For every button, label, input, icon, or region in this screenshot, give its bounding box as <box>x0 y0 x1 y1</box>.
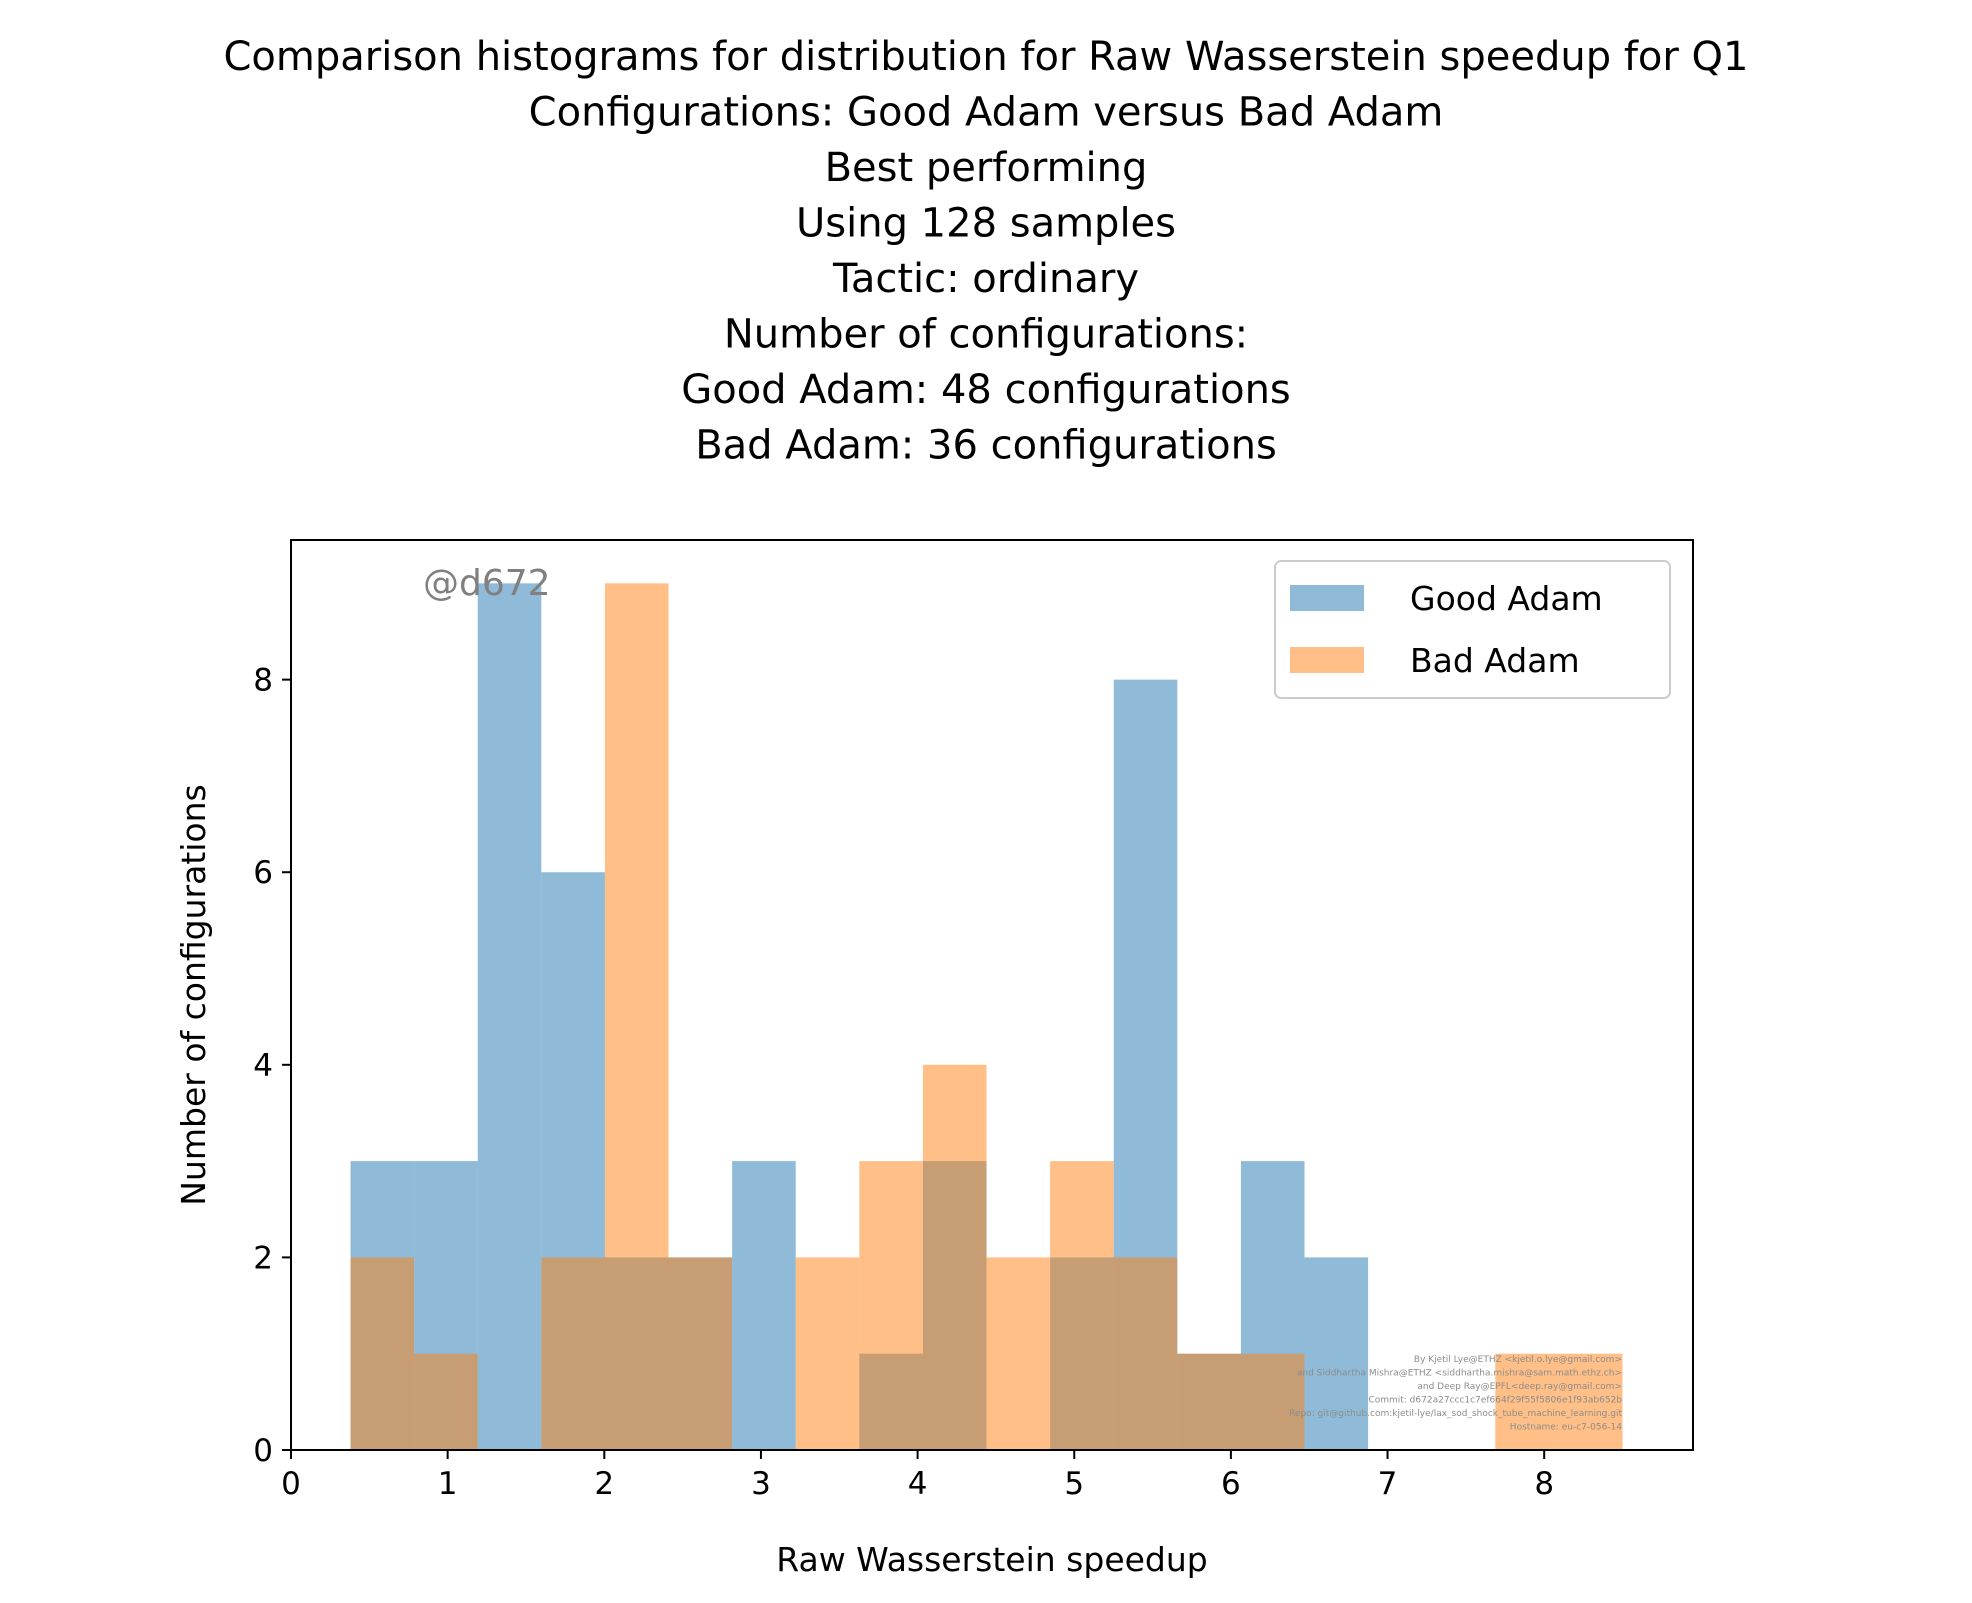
histogram-bar <box>350 1257 415 1450</box>
legend-swatch <box>1290 585 1364 611</box>
credit-line: Hostname: eu-c7-056-14 <box>1510 1423 1622 1433</box>
histogram-bar <box>668 1257 733 1450</box>
title-line: Number of configurations: <box>724 312 1248 358</box>
title-line: Bad Adam: 36 configurations <box>695 423 1277 469</box>
histogram-bar <box>1177 1353 1241 1450</box>
y-tick-label: 0 <box>253 1433 273 1469</box>
x-tick-label: 7 <box>1378 1466 1398 1502</box>
histogram-bar <box>414 1353 478 1450</box>
x-tick-label: 6 <box>1221 1466 1241 1502</box>
y-tick-label: 6 <box>253 855 273 891</box>
y-tick-label: 4 <box>253 1048 273 1084</box>
y-axis-label: Number of configurations <box>174 784 213 1205</box>
title-line: Comparison histograms for distribution f… <box>224 34 1749 80</box>
y-tick-label: 2 <box>253 1240 273 1276</box>
credit-line: By Kjetil Lye@ETHZ <kjetil.o.lye@gmail.c… <box>1414 1355 1622 1365</box>
legend-label: Good Adam <box>1410 579 1603 618</box>
legend-frame <box>1274 560 1671 699</box>
title-line: Tactic: ordinary <box>832 256 1139 302</box>
legend-swatch <box>1290 647 1364 673</box>
histogram-bar <box>1050 1161 1114 1450</box>
credit-line: Repo: git@github.com:kjetil-lye/lax_sod_… <box>1289 1409 1622 1419</box>
title-line: Using 128 samples <box>796 201 1176 247</box>
x-tick-label: 1 <box>438 1466 458 1502</box>
histogram-bar <box>859 1161 923 1450</box>
histogram-bar <box>986 1257 1051 1450</box>
title-line: Best performing <box>825 145 1148 191</box>
histogram-bar <box>477 583 542 1450</box>
histogram-bar <box>795 1257 860 1450</box>
chart-title: Comparison histograms for distribution f… <box>224 34 1749 469</box>
credit-line: Commit: d672a27ccc1c7ef664f29f55f5806e1f… <box>1368 1396 1622 1406</box>
histogram-bars <box>350 583 1623 1450</box>
x-tick-label: 3 <box>751 1466 771 1502</box>
title-line: Configurations: Good Adam versus Bad Ada… <box>529 90 1444 136</box>
credits-annotation: By Kjetil Lye@ETHZ <kjetil.o.lye@gmail.c… <box>1289 1355 1622 1433</box>
y-axis-ticks: 0 2 4 6 8 <box>253 663 291 1469</box>
x-tick-label: 8 <box>1534 1466 1554 1502</box>
legend-label: Bad Adam <box>1410 641 1580 680</box>
histogram-bar <box>922 1064 987 1450</box>
credit-line: and Siddhartha Mishra@ETHZ <siddhartha.m… <box>1297 1369 1622 1379</box>
histogram-bar <box>1304 1257 1369 1450</box>
histogram-bar <box>1240 1353 1305 1450</box>
histogram-bar <box>1113 1257 1178 1450</box>
x-tick-label: 0 <box>281 1466 301 1502</box>
histogram-bar <box>732 1161 796 1450</box>
histogram-bar <box>604 583 669 1450</box>
histogram-bar <box>541 1257 605 1450</box>
plot-frame <box>290 539 1694 1451</box>
x-tick-label: 5 <box>1064 1466 1084 1502</box>
x-axis-ticks: 0 1 2 3 4 5 6 7 8 <box>281 1450 1554 1502</box>
watermark-label: @d672 <box>423 563 551 604</box>
title-line: Good Adam: 48 configurations <box>681 367 1291 413</box>
legend: Good Adam Bad Adam <box>1274 560 1671 699</box>
x-axis-label: Raw Wasserstein speedup <box>776 1540 1207 1579</box>
y-tick-label: 8 <box>253 663 273 699</box>
x-tick-label: 2 <box>594 1466 614 1502</box>
x-tick-label: 4 <box>908 1466 928 1502</box>
histogram-bar <box>1495 1353 1559 1450</box>
credit-line: and Deep Ray@EPFL<deep.ray@gmail.com> <box>1417 1382 1622 1392</box>
histogram-bar <box>1558 1353 1623 1450</box>
